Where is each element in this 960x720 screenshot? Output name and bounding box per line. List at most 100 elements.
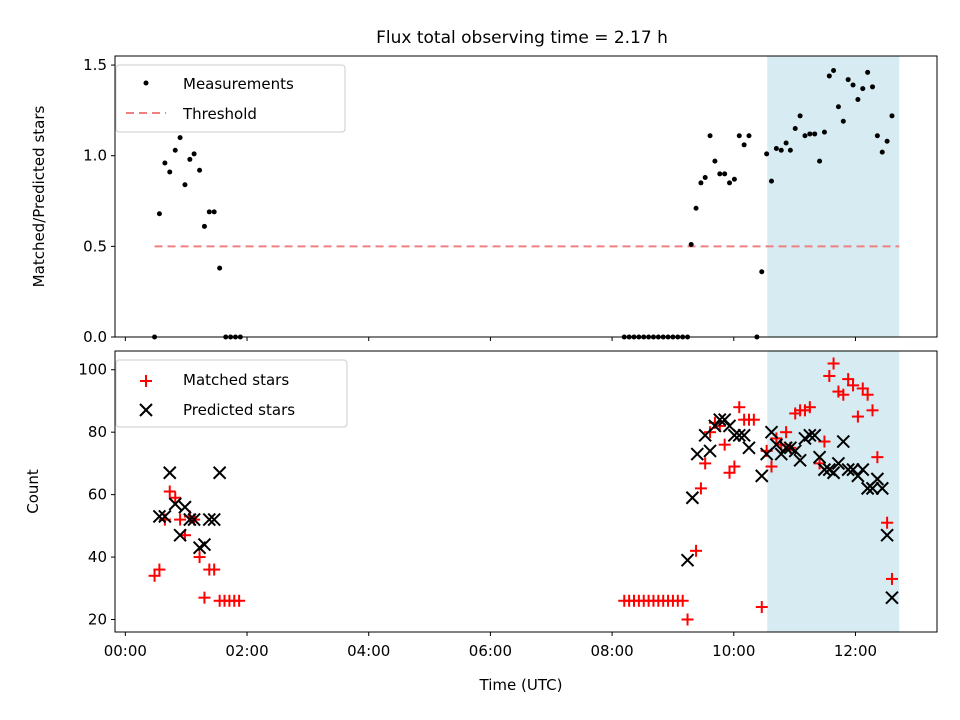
- measurement-point: [182, 182, 188, 188]
- measurement-point: [759, 269, 765, 275]
- bottom-legend: Matched stars Predicted stars: [115, 359, 348, 428]
- matched-star-point: [153, 563, 166, 576]
- predicted-star-point: [168, 497, 182, 511]
- predicted-star-point: [880, 528, 894, 542]
- legend-threshold-label: Threshold: [182, 105, 257, 123]
- bottom-ytick-label: 80: [88, 423, 107, 441]
- predicted-star-point-b: [807, 428, 822, 443]
- predicted-star-point: [158, 509, 172, 524]
- matched-star-point: [169, 491, 182, 504]
- predicted-star-point-b: [783, 441, 798, 455]
- measurement-point: [835, 104, 841, 110]
- measurement-point: [211, 209, 217, 215]
- bottom-xtick-label: 08:00: [590, 642, 633, 660]
- measurement-point: [707, 133, 713, 139]
- matched-star-point: [728, 460, 741, 473]
- bottom-panel: 20 40 60 80 100 00:00 02:00 04:00 06:00 08:00 10:0…: [24, 350, 938, 694]
- matched-star-point: [827, 357, 840, 370]
- legend-matched-label: Matched stars: [183, 371, 289, 389]
- measurement-point: [167, 169, 173, 175]
- measurement-point: [727, 180, 733, 186]
- bottom-legend-frame: [115, 359, 348, 428]
- predicted-star-point-b: [764, 425, 779, 439]
- matched-star-point: [174, 513, 187, 526]
- matched-star-point: [856, 382, 869, 395]
- predicted-star-point: [152, 509, 167, 524]
- top-highlight-span: [767, 56, 900, 337]
- predicted-star-point: [173, 528, 187, 542]
- measurement-point: [860, 86, 866, 92]
- predicted-stars-points: [152, 412, 899, 605]
- legend-predicted-marker: [139, 403, 153, 417]
- predicted-star-point: [865, 481, 880, 496]
- predicted-star-point: [163, 466, 177, 480]
- matched-star-point: [847, 379, 860, 392]
- predicted-star-point: [870, 472, 885, 486]
- measurement-point: [845, 77, 851, 83]
- predicted-star-point-b: [197, 537, 212, 552]
- predicted-star-point-b: [836, 434, 851, 449]
- measurement-point: [717, 171, 723, 177]
- measurement-point: [769, 178, 775, 184]
- measurement-point: [821, 129, 827, 135]
- predicted-star-point: [755, 469, 769, 483]
- bottom-xlabel: Time (UTC): [479, 676, 563, 694]
- measurement-point: [831, 68, 837, 74]
- predicted-star-point: [793, 453, 807, 467]
- predicted-star-point-b: [183, 512, 197, 527]
- predicted-star-point-b: [803, 428, 817, 443]
- predicted-star-point-b: [163, 466, 177, 480]
- chart-title: Flux total observing time = 2.17 h: [376, 28, 668, 48]
- predicted-star-point: [841, 462, 855, 477]
- measurement-point: [870, 84, 876, 90]
- predicted-star-point-b: [769, 437, 784, 452]
- legend-measurements-label: Measurements: [183, 75, 294, 93]
- top-legend-frame: [115, 64, 346, 133]
- bottom-xtick-label: 02:00: [225, 642, 268, 660]
- bottom-xtick-label: 12:00: [834, 642, 877, 660]
- predicted-star-point-b: [202, 512, 217, 527]
- predicted-star-point: [207, 512, 221, 527]
- measurement-point: [884, 138, 890, 144]
- predicted-star-point: [836, 434, 851, 449]
- measurement-point: [797, 113, 803, 119]
- top-ytick-label: 1.5: [83, 56, 107, 74]
- legend-measurements-marker: [143, 80, 149, 86]
- bottom-ytick-label: 60: [88, 486, 107, 504]
- predicted-star-point: [826, 466, 841, 480]
- measurement-point: [177, 135, 183, 141]
- measurement-point: [191, 151, 197, 157]
- bottom-xtick-label: 10:00: [712, 642, 755, 660]
- bottom-ytick-label: 40: [88, 548, 107, 566]
- measurement-point: [731, 176, 737, 182]
- bottom-ytick-label: 20: [88, 611, 107, 629]
- matched-stars-points: [148, 357, 898, 626]
- measurement-point: [879, 149, 885, 155]
- predicted-star-point-b: [187, 512, 201, 527]
- measurement-point: [855, 97, 861, 103]
- predicted-star-point-b: [779, 441, 793, 455]
- predicted-star-point-b: [703, 444, 717, 458]
- matched-star-point: [198, 591, 211, 604]
- matched-star-point: [866, 404, 879, 417]
- predicted-star-point-b: [178, 500, 192, 514]
- predicted-star-point: [807, 428, 822, 443]
- predicted-star-point: [703, 444, 717, 458]
- legend-predicted-label: Predicted stars: [183, 401, 295, 419]
- measurement-point: [736, 133, 742, 139]
- matched-star-point: [694, 482, 707, 495]
- matched-star-point: [723, 466, 736, 479]
- matched-star-point: [823, 369, 836, 382]
- measurement-point: [773, 145, 779, 151]
- top-ylabel: Matched/Predicted stars: [30, 106, 48, 288]
- predicted-star-point-b: [152, 509, 167, 524]
- predicted-star-point: [764, 425, 779, 439]
- measurement-point: [162, 160, 168, 166]
- bottom-xtick-label: 00:00: [104, 642, 147, 660]
- measurement-point: [865, 69, 871, 75]
- predicted-star-point-b: [727, 428, 742, 443]
- matched-star-point: [881, 516, 894, 529]
- predicted-star-point-b: [817, 462, 832, 477]
- predicted-star-point-b: [788, 444, 802, 458]
- top-ytick-label: 0.5: [83, 237, 107, 255]
